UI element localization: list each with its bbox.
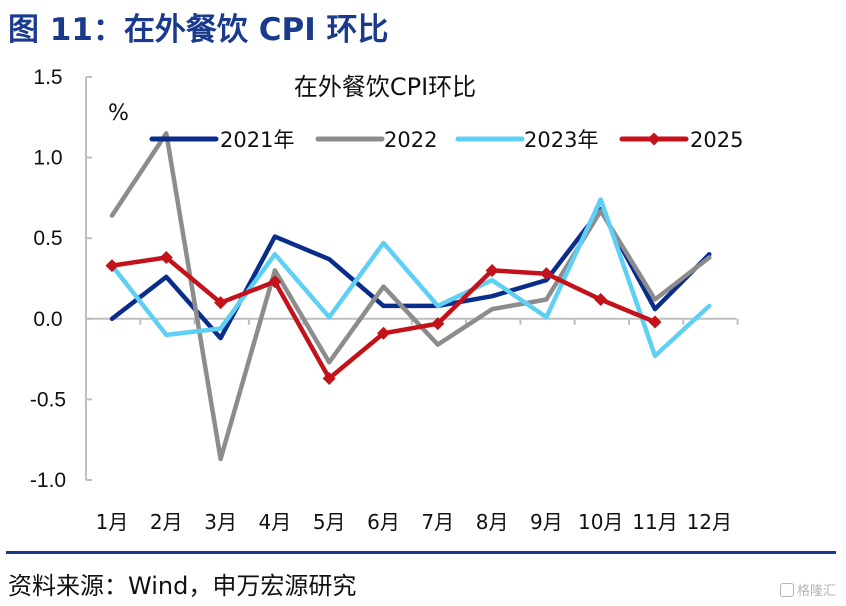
data-point-marker [648,315,662,329]
y-unit-label: % [108,101,129,126]
y-tick-label: 0.0 [33,308,62,331]
x-tick-label: 9月 [530,510,563,534]
chart-inner-title: 在外餐饮CPI环比 [294,73,476,101]
data-point-marker [431,317,445,331]
data-point-marker [214,296,228,310]
chart-series [105,131,712,462]
series-line-1 [109,131,712,462]
y-tick-label: 1.0 [33,147,62,170]
x-tick-label: 8月 [476,510,509,534]
data-point-marker [539,267,553,281]
x-tick-label: 5月 [313,510,346,534]
legend-label: 2025 [690,128,743,152]
x-tick-label: 10月 [578,510,623,534]
watermark-text: 格隆汇 [796,584,836,599]
y-tick-label: 1.5 [33,66,62,89]
series-line-2 [109,197,712,359]
x-tick-label: 7月 [421,510,454,534]
x-tick-label: 4月 [259,510,292,534]
legend-label: 2021年 [220,128,294,152]
y-tick-label: -0.5 [30,388,66,411]
chart-text: 在外餐饮CPI环比% [108,73,476,126]
legend-marker [647,132,661,146]
legend-label: 2022 [384,128,437,152]
x-tick-label: 11月 [632,510,677,534]
legend-label: 2023年 [524,128,598,152]
source-note: 资料来源：Wind，申万宏源研究 [8,572,357,600]
x-tick-label: 1月 [96,510,129,534]
footer-divider [6,551,836,554]
watermark: 格隆汇 [779,580,836,599]
x-tick-label: 12月 [687,510,732,534]
data-point-marker [377,326,390,340]
data-point-marker [594,292,608,306]
data-point-marker [268,275,282,289]
chart-legend: 2021年 2022 2023年 2025 [149,128,743,152]
chart-axes: -1.0 -0.5 0.0 0.5 1.0 1.5 1月 2月 3月 4月 5月 6月 7月 8月 9月 10… [30,66,739,534]
data-point-marker [105,259,119,273]
data-point-marker [485,263,499,277]
y-tick-label: 0.5 [33,227,62,250]
line-chart: -1.0 -0.5 0.0 0.5 1.0 1.5 1月 2月 3月 4月 5月 6月 7月 8月 9月 10… [30,66,744,534]
y-tick-label: -1.0 [30,469,66,492]
figure-title: 图 11：在外餐饮 CPI 环比 [8,12,389,48]
x-tick-label: 6月 [367,510,400,534]
x-tick-label: 3月 [204,510,237,534]
watermark-logo-icon [779,583,794,597]
data-point-marker [322,371,336,385]
data-point-marker [159,251,173,265]
x-tick-label: 2月 [150,510,183,534]
